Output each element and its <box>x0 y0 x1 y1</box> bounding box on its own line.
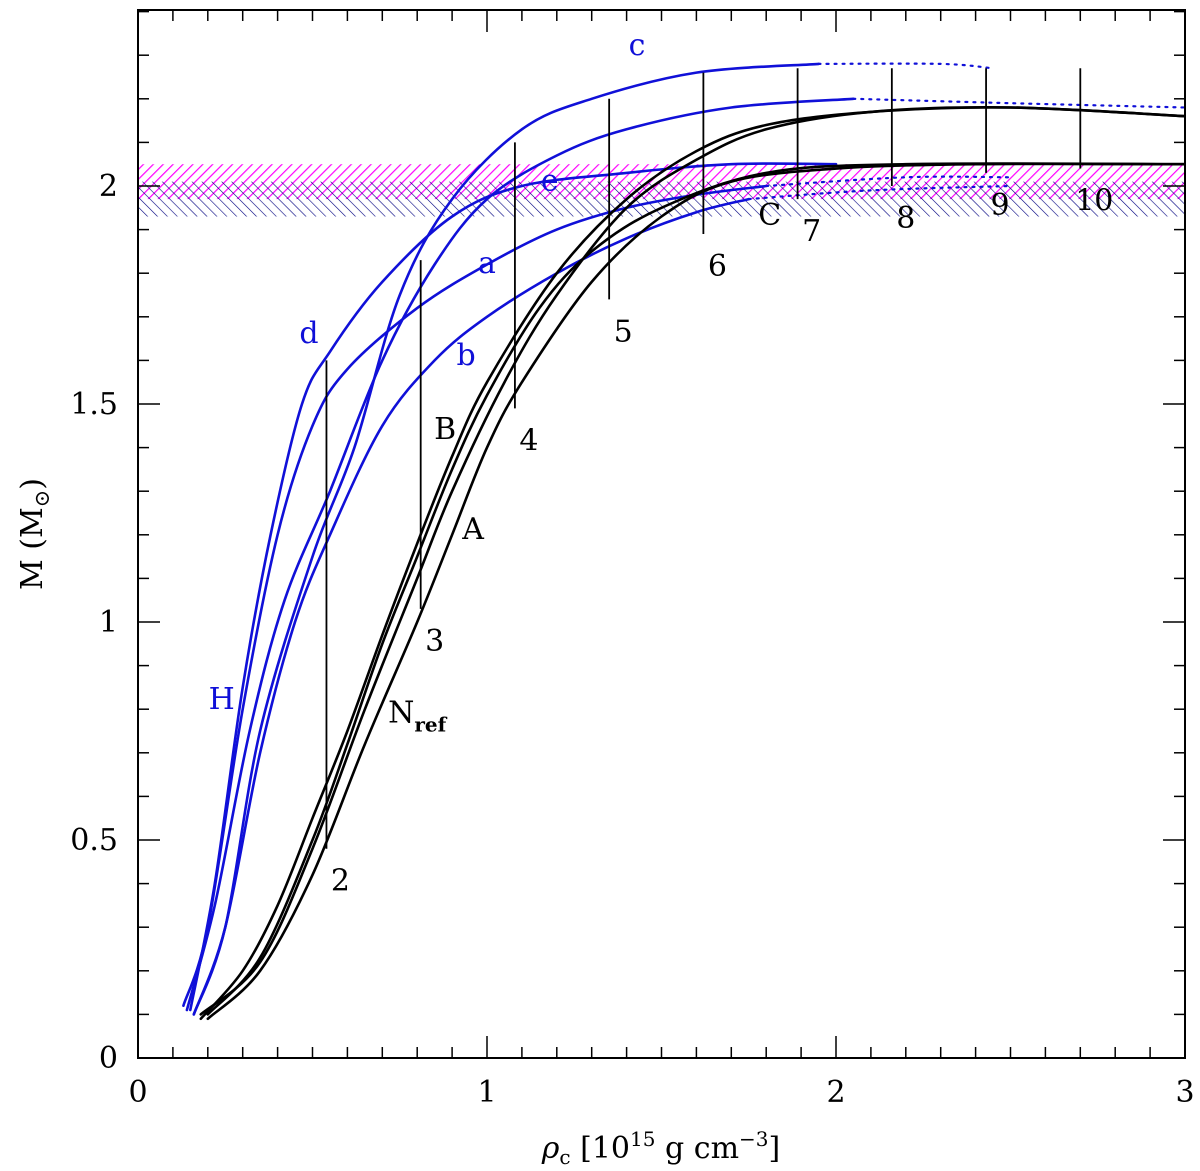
density-label-7: 7 <box>802 214 821 249</box>
x-tick-label: 2 <box>826 1075 845 1110</box>
x-tick-label: 0 <box>128 1075 147 1110</box>
curve-label-d: d <box>299 316 318 351</box>
curve-label-c: C <box>758 198 781 233</box>
y-tick-label: 0.5 <box>70 823 118 858</box>
y-axis-label: M (M⊙) <box>15 478 54 590</box>
x-tick-label: 1 <box>477 1075 496 1110</box>
axes-layer: 0 1 2 3 0 0.5 1 1.5 2 <box>70 9 1195 1110</box>
density-label-6: 6 <box>708 249 727 284</box>
curve-a <box>206 162 1185 1021</box>
curve-b <box>192 197 751 1016</box>
curve-d <box>189 162 838 1012</box>
curve-h <box>182 184 768 1007</box>
y-tick-label: 0 <box>99 1041 118 1076</box>
density-lines-layer: 2 3 4 5 6 7 8 9 10 <box>325 68 1113 899</box>
curve-label-e: e <box>541 163 559 198</box>
y-tick-label: 2 <box>99 169 118 204</box>
curve-c <box>192 62 820 1016</box>
x-axis-label: ρc [1015 g cm−3] <box>541 1127 780 1169</box>
curve-a-dotted <box>852 97 1185 109</box>
y-tick-label: 1.5 <box>70 387 118 422</box>
density-label-2: 2 <box>331 864 350 899</box>
curve-label-c: c <box>629 28 646 63</box>
curve-a <box>185 97 855 1012</box>
curve-c <box>199 106 1185 1016</box>
curve-label-b: b <box>456 338 475 373</box>
navy-band <box>138 181 1185 217</box>
density-label-10: 10 <box>1075 184 1113 219</box>
curve-label-a: A <box>461 512 484 547</box>
x-tick-label: 3 <box>1175 1075 1194 1110</box>
density-label-4: 4 <box>519 423 538 458</box>
curve-b <box>206 162 1185 1016</box>
curve-c-dotted <box>817 62 995 70</box>
y-tick-label: 1 <box>99 605 118 640</box>
curve-label-a: a <box>478 246 496 281</box>
curve-label-n-ref: Nref <box>388 695 448 736</box>
labels-layer: Hd a b c e B A C Nref <box>209 28 782 736</box>
density-label-3: 3 <box>425 624 444 659</box>
density-label-9: 9 <box>991 188 1010 223</box>
curve-b-dotted <box>747 184 1012 201</box>
density-label-5: 5 <box>614 314 633 349</box>
density-label-8: 8 <box>896 201 915 236</box>
curve-label-b: B <box>434 412 456 447</box>
curve-label-h: H <box>209 682 235 717</box>
